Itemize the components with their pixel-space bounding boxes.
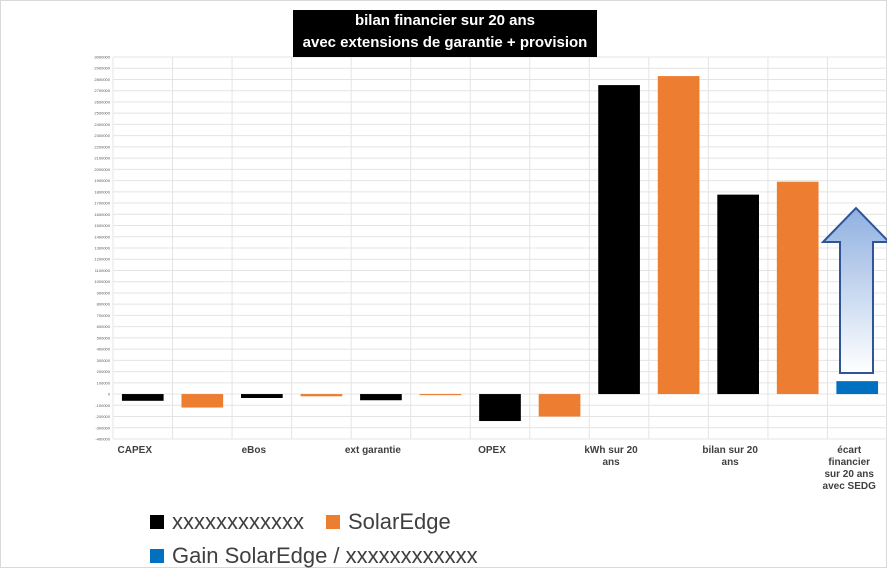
- legend-label: xxxxxxxxxxxx: [172, 509, 304, 534]
- y-tick-label: 0: [108, 392, 111, 397]
- y-tick-label: 1300000: [94, 246, 110, 251]
- y-tick-label: 600000: [97, 324, 111, 329]
- y-tick-label: 1200000: [94, 257, 110, 262]
- y-tick-label: 800000: [97, 302, 111, 307]
- y-tick-label: -400000: [95, 437, 110, 442]
- y-tick-label: 2200000: [94, 144, 110, 149]
- arrow: [820, 206, 887, 374]
- y-tick-label: 2500000: [94, 111, 110, 116]
- y-tick-label: -100000: [95, 403, 110, 408]
- y-tick-label: 1700000: [94, 201, 110, 206]
- bar: [657, 76, 700, 395]
- x-tick-label: eBos: [241, 445, 267, 456]
- y-tick-label: 1000000: [94, 279, 110, 284]
- y-tick-label: 300000: [97, 358, 111, 363]
- bar: [241, 394, 283, 398]
- y-tick-label: 1100000: [95, 268, 111, 273]
- bar: [300, 394, 343, 397]
- y-tick-label: 2700000: [94, 88, 110, 93]
- bar: [836, 381, 879, 395]
- legend-label: SolarEdge: [348, 509, 451, 534]
- bar: [538, 394, 581, 417]
- legend-swatch: [326, 515, 340, 529]
- x-tick-label: kWh sur 20 ans: [584, 445, 638, 468]
- y-tick-label: 3000000: [94, 55, 110, 60]
- y-tick-label: 200000: [97, 369, 111, 374]
- x-tick-label: écart financier sur 20 ans avec SEDG: [822, 445, 876, 492]
- y-tick-label: 2400000: [94, 122, 110, 127]
- y-tick-label: 100000: [97, 380, 111, 385]
- y-tick-label: 1500000: [94, 223, 110, 228]
- legend-item: xxxxxxxxxxxx: [150, 505, 304, 539]
- legend: xxxxxxxxxxxx SolarEdge Gain SolarEdge / xx…: [150, 505, 770, 568]
- x-tick-label: CAPEX: [117, 445, 152, 456]
- bar: [419, 394, 462, 396]
- y-tick-label: 2100000: [94, 156, 110, 161]
- bar: [479, 394, 521, 422]
- bar: [717, 194, 759, 395]
- y-tick-label: 2000000: [94, 167, 110, 172]
- y-tick-label: 2600000: [94, 99, 110, 104]
- y-tick-label: 900000: [97, 290, 111, 295]
- y-tick-label: 1900000: [94, 178, 110, 183]
- bar: [181, 394, 224, 408]
- y-tick-label: 1800000: [94, 189, 110, 194]
- y-tick-label: 2900000: [94, 66, 110, 71]
- bar: [121, 394, 164, 401]
- y-tick-label: 1400000: [94, 234, 110, 239]
- y-tick-label: -300000: [95, 425, 110, 430]
- bar: [360, 394, 402, 401]
- y-tick-label: 2800000: [94, 77, 110, 82]
- chart-title: bilan financier sur 20 ans avec extensio…: [293, 10, 597, 57]
- bar: [598, 85, 640, 395]
- x-tick-label: OPEX: [478, 445, 506, 456]
- y-tick-label: 2300000: [94, 133, 110, 138]
- legend-item: SolarEdge: [326, 505, 451, 539]
- bar: [776, 181, 819, 395]
- legend-swatch: [150, 549, 164, 563]
- x-tick-label: bilan sur 20 ans: [702, 445, 758, 468]
- y-tick-label: 1600000: [94, 212, 110, 217]
- y-tick-label: -200000: [95, 414, 110, 419]
- y-tick-label: 500000: [97, 335, 111, 340]
- x-tick-label: ext garantie: [344, 445, 401, 456]
- y-tick-label: 700000: [97, 313, 111, 318]
- legend-label: Gain SolarEdge / xxxxxxxxxxxx: [172, 543, 478, 568]
- legend-item: Gain SolarEdge / xxxxxxxxxxxx: [150, 539, 478, 568]
- legend-swatch: [150, 515, 164, 529]
- y-tick-label: 400000: [97, 347, 111, 352]
